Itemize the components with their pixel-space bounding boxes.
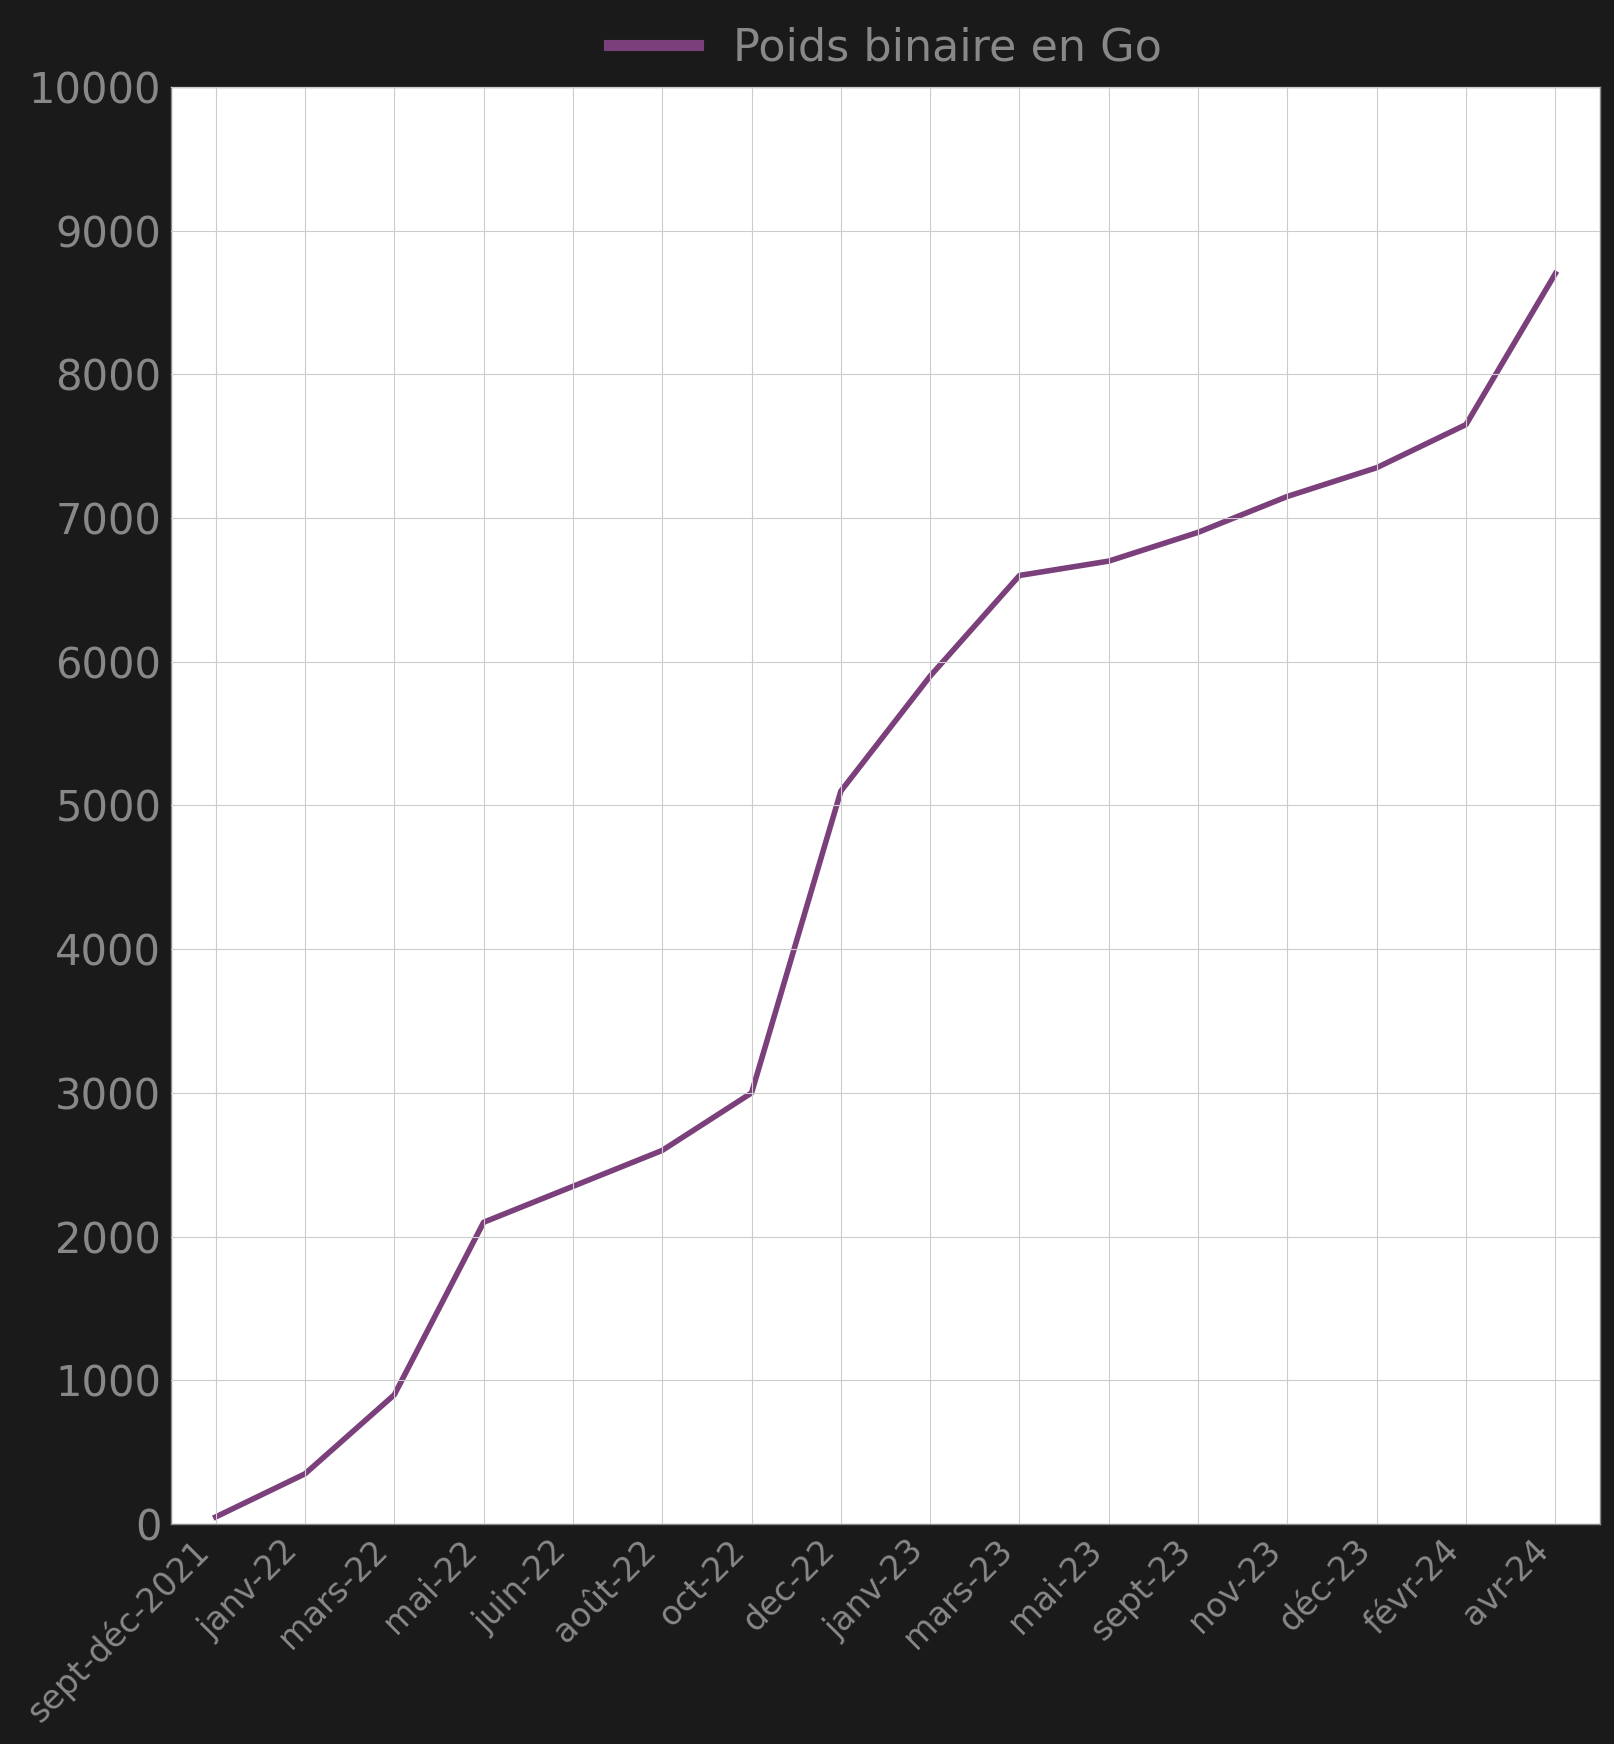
Poids binaire en Go: [1545, 263, 1564, 284]
Poids binaire en Go: [295, 1463, 315, 1484]
Poids binaire en Go: [1009, 565, 1028, 586]
Poids binaire en Go: [920, 666, 939, 687]
Poids binaire en Go: [473, 1212, 492, 1233]
Poids binaire en Go: [1456, 413, 1475, 434]
Poids binaire en Go: [1277, 487, 1296, 508]
Poids binaire en Go: [1099, 551, 1119, 572]
Poids binaire en Go: [1188, 521, 1207, 542]
Poids binaire en Go: [1365, 457, 1385, 478]
Poids binaire en Go: [652, 1141, 671, 1162]
Poids binaire en Go: [384, 1385, 404, 1406]
Poids binaire en Go: [741, 1083, 760, 1104]
Poids binaire en Go: [563, 1175, 583, 1196]
Poids binaire en Go: [207, 1507, 226, 1528]
Line: Poids binaire en Go: Poids binaire en Go: [216, 274, 1554, 1517]
Poids binaire en Go: [831, 781, 851, 802]
Legend: Poids binaire en Go: Poids binaire en Go: [591, 9, 1180, 87]
